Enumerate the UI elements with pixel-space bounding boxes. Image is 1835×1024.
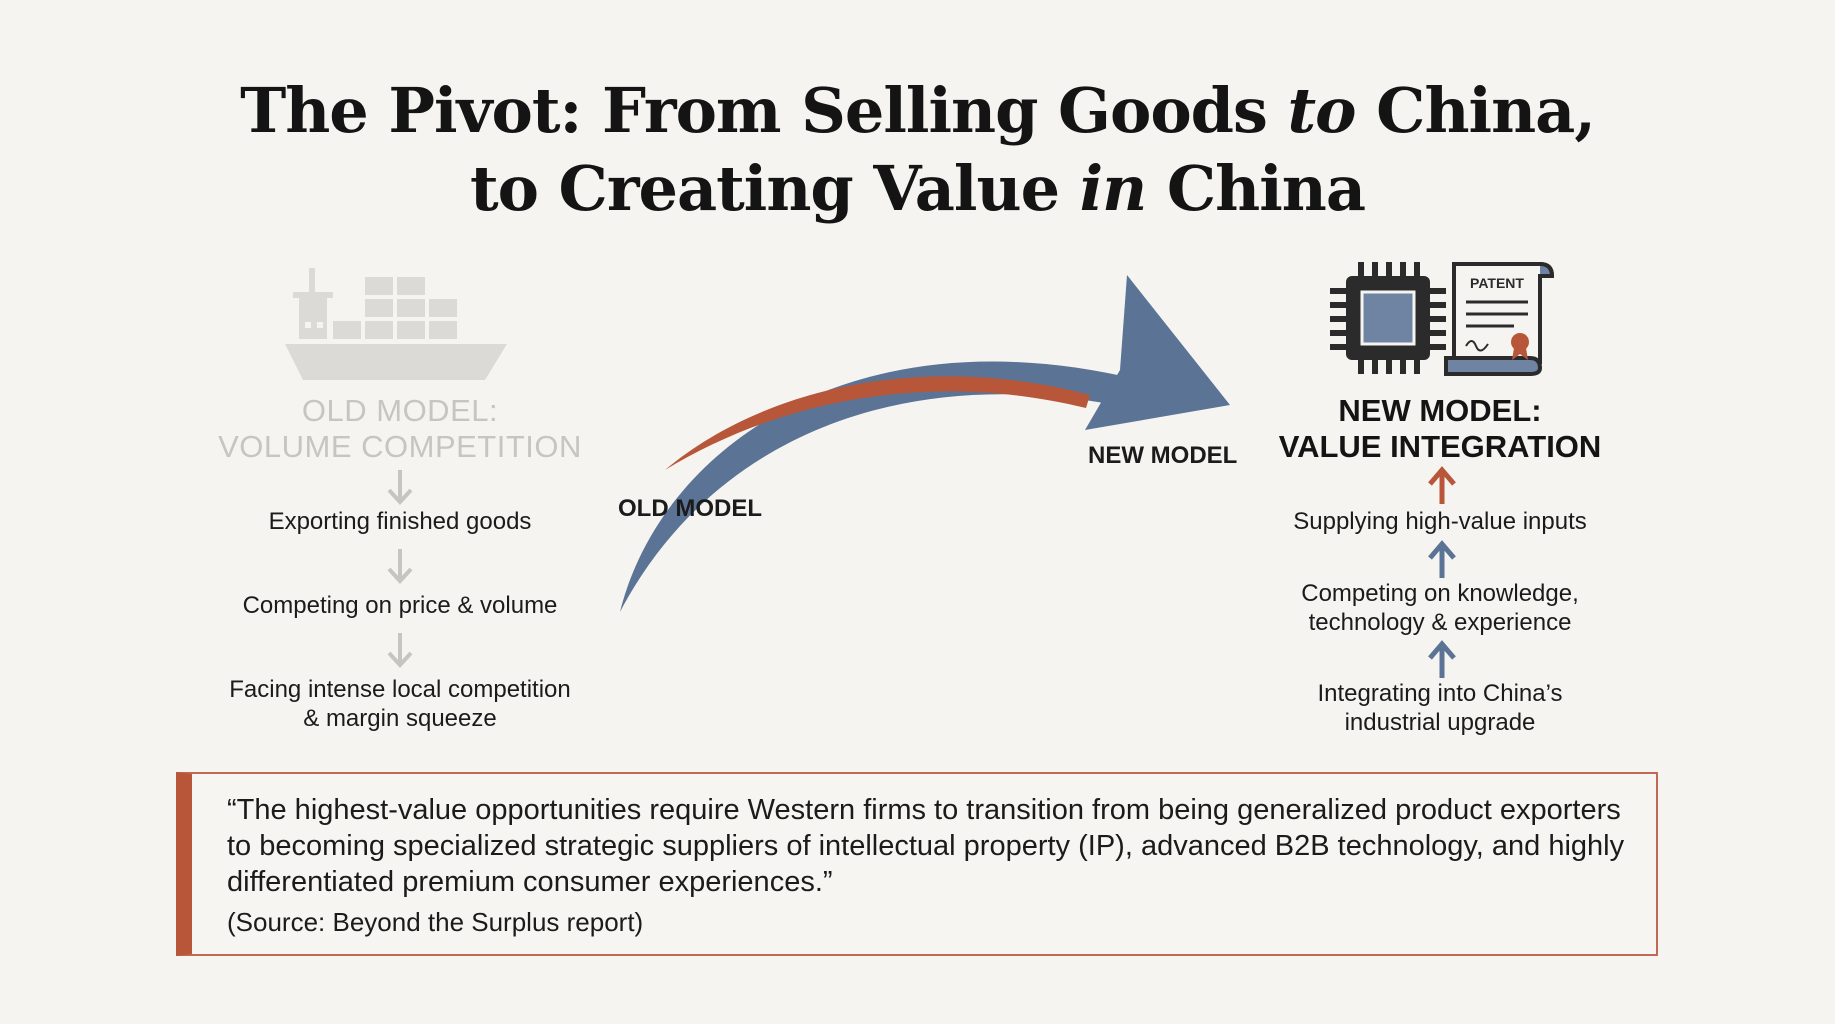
cargo-ship-icon [285,268,507,380]
title-line-1: The Pivot: From Selling Goods to China, [240,74,1596,147]
quote-box: “The highest-value opportunities require… [176,772,1658,956]
microchip-icon [1330,262,1446,374]
up-arrow-icon [1428,640,1456,678]
new-step-3: Integrating into China’s industrial upgr… [1317,680,1563,736]
new-model-heading: NEW MODEL: VALUE INTEGRATION [1278,393,1602,464]
old-model-route-label: OLD MODEL [618,495,762,522]
new-step-1: Supplying high-value inputs [1293,508,1587,535]
quote-text: “The highest-value opportunities require… [227,794,1625,898]
pivot-arrow-body [620,361,1140,612]
new-model-route-label: NEW MODEL [1088,442,1238,469]
up-arrow-icon [1428,540,1456,578]
down-arrow-icon [387,549,413,584]
title-line-2: to Creating Value in China [469,152,1366,225]
pivot-arrow-accent [665,376,1090,470]
old-model-heading: OLD MODEL: VOLUME COMPETITION [218,393,582,464]
patent-document-icon: PATENT [1444,262,1555,376]
old-step-2: Competing on price & volume [242,592,558,619]
down-arrow-icon [387,633,413,668]
quote-source: (Source: Beyond the Surplus report) [227,907,644,937]
svg-text:PATENT: PATENT [1470,275,1524,291]
pivot-arrow [620,275,1230,612]
old-step-1: Exporting finished goods [268,508,532,535]
new-step-2: Competing on knowledge, technology & exp… [1301,580,1579,636]
down-arrow-icon [387,470,413,505]
old-step-3: Facing intense local competition & margi… [229,676,571,732]
page-title: The Pivot: From Selling Goods to China, … [0,72,1835,228]
pivot-arrowhead [1085,275,1230,430]
up-arrow-icon [1428,466,1456,504]
